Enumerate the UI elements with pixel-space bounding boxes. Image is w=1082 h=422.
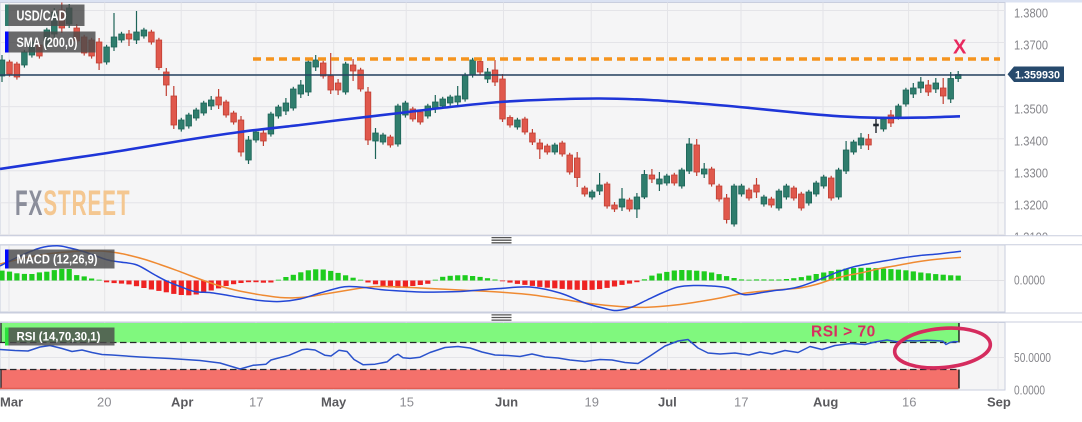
svg-text:USD/CAD: USD/CAD bbox=[17, 8, 67, 24]
svg-text:0.0000: 0.0000 bbox=[1014, 274, 1045, 288]
svg-text:Aug: Aug bbox=[813, 395, 838, 410]
svg-text:Sep: Sep bbox=[987, 395, 1011, 410]
svg-text:19: 19 bbox=[585, 395, 599, 410]
svg-text:15: 15 bbox=[400, 395, 414, 410]
svg-text:MACD (12,26,9): MACD (12,26,9) bbox=[17, 253, 98, 267]
svg-text:1.3200: 1.3200 bbox=[1014, 199, 1048, 213]
svg-text:1.3300: 1.3300 bbox=[1014, 167, 1048, 181]
svg-text:1.359930: 1.359930 bbox=[1015, 69, 1060, 81]
svg-text:50.0000: 50.0000 bbox=[1014, 351, 1051, 365]
svg-text:RSI > 70: RSI > 70 bbox=[811, 324, 876, 341]
svg-text:SMA (200,0): SMA (200,0) bbox=[17, 35, 78, 50]
svg-text:May: May bbox=[321, 395, 347, 410]
svg-text:RSI (14,70,30,1): RSI (14,70,30,1) bbox=[17, 332, 101, 344]
svg-text:17: 17 bbox=[734, 395, 748, 410]
svg-text:16: 16 bbox=[902, 395, 916, 410]
svg-text:17: 17 bbox=[249, 395, 263, 410]
svg-text:Apr: Apr bbox=[171, 395, 193, 410]
svg-text:1.3800: 1.3800 bbox=[1014, 6, 1048, 20]
svg-text:Mar: Mar bbox=[0, 395, 23, 410]
svg-text:X: X bbox=[953, 37, 967, 59]
svg-text:1.3500: 1.3500 bbox=[1014, 102, 1048, 116]
svg-text:Jul: Jul bbox=[658, 395, 677, 410]
svg-text:1.3400: 1.3400 bbox=[1014, 135, 1048, 149]
svg-text:1.3700: 1.3700 bbox=[1014, 38, 1048, 52]
svg-text:0.0000: 0.0000 bbox=[1014, 384, 1045, 398]
svg-text:Jun: Jun bbox=[495, 395, 518, 410]
svg-text:FXSTREET: FXSTREET bbox=[15, 184, 130, 223]
svg-text:20: 20 bbox=[97, 395, 111, 410]
